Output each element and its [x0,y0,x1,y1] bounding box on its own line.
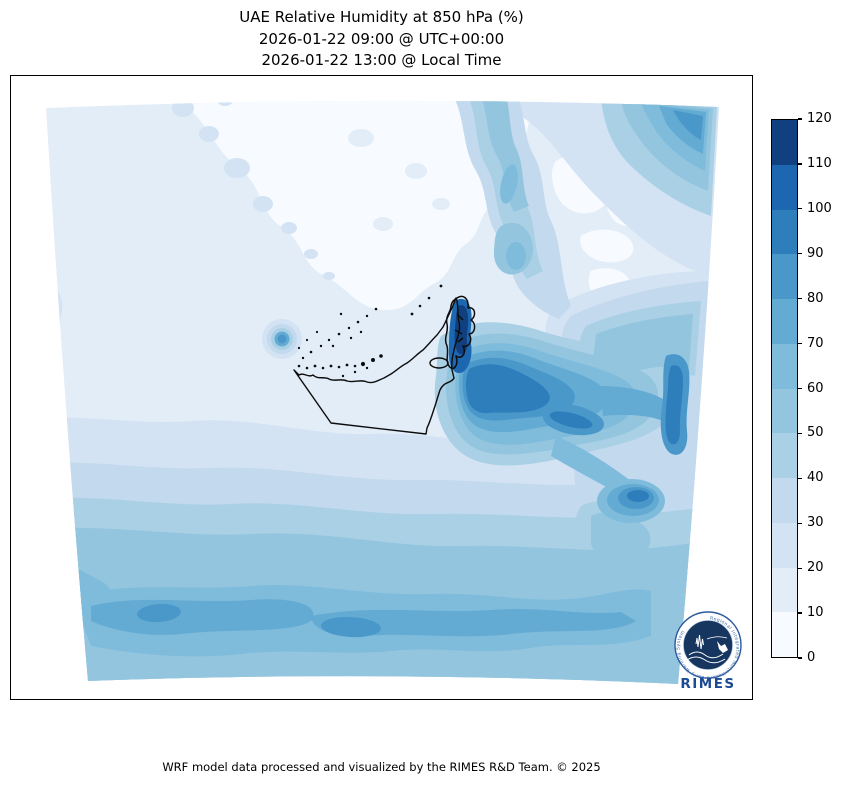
colorbar-segment [772,209,797,255]
colorbar-segment [772,388,797,434]
map-axes-frame [10,75,753,700]
colorbar-segment [772,433,797,478]
colorbar-ticks: 0 10 20 30 40 50 60 70 80 90 100 110 120 [798,112,844,665]
colorbar-tick-label: 50 [807,425,824,441]
colorbar-segment [772,254,797,299]
footer-credit: WRF model data processed and visualized … [162,760,601,774]
colorbar-tick [798,567,802,569]
colorbar-gradient [771,119,798,658]
humidity-map [46,100,719,685]
colorbar-tick [798,657,802,659]
island-dots [297,284,443,378]
colorbar-tick [798,253,802,255]
colorbar-tick-label: 40 [807,470,824,486]
colorbar-tick [798,208,802,210]
colorbar-tick [798,477,802,479]
colorbar-tick [798,163,802,165]
colorbar-tick [798,342,802,345]
colorbar-tick-label: 20 [807,560,824,576]
colorbar: 0 10 20 30 40 50 60 70 80 90 100 110 120 [771,112,844,665]
title-line-2: 2026-01-22 09:00 @ UTC+00:00 [258,29,505,48]
logo-wordmark: RIMES [680,676,735,692]
colorbar-tick-label: 30 [807,515,824,531]
colorbar-tick [798,522,802,524]
colorbar-tick-label: 10 [807,605,824,621]
logo-artwork [686,634,728,664]
colorbar-tick-label: 60 [807,380,824,396]
colorbar-tick-label: 100 [807,200,832,216]
colorbar-tick [798,432,802,435]
colorbar-tick-label: 120 [807,111,832,126]
contour-level-9 [465,364,683,502]
colorbar-segment [772,478,797,523]
colorbar-tick [798,118,802,120]
colorbar-segment [772,164,797,210]
colorbar-tick-label: 0 [807,650,816,665]
title-line-1: UAE Relative Humidity at 850 hPa (%) [239,8,524,26]
title-line-3: 2026-01-22 13:00 @ Local Time [261,51,502,69]
colorbar-tick-label: 70 [807,335,824,351]
colorbar-tick [798,387,802,390]
colorbar-tick-label: 90 [807,245,824,261]
colorbar-segment [772,612,797,657]
colorbar-segment [772,567,797,613]
colorbar-tick [798,612,802,614]
chart-title: UAE Relative Humidity at 850 hPa (%) 202… [10,7,753,72]
colorbar-segment [772,522,797,568]
colorbar-segment [772,299,797,344]
colorbar-tick-label: 110 [807,155,832,171]
gulf-pale-patches [348,129,450,231]
colorbar-tick [798,298,802,300]
musandam-outline [444,295,476,370]
rimes-logo: Regional Integrated Multi-Hazard Early W… [671,611,745,695]
colorbar-segment [772,120,797,165]
colorbar-tick-label: 80 [807,290,824,306]
colorbar-segment [772,343,797,389]
